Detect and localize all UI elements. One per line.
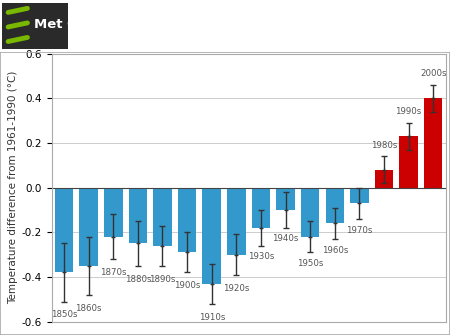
Bar (178, 188, 196, 252)
Bar (375, 170, 393, 188)
Text: Global average temperature 1850-2009: Global average temperature 1850-2009 (135, 9, 371, 22)
Bar (399, 136, 418, 188)
Bar (301, 188, 320, 237)
Text: 1950s: 1950s (297, 259, 324, 268)
Bar (153, 188, 172, 246)
Bar (202, 188, 221, 284)
Bar (350, 188, 369, 203)
Text: 1960s: 1960s (322, 246, 348, 255)
Text: 1990s: 1990s (396, 107, 422, 116)
Text: 2000s: 2000s (420, 69, 446, 78)
Bar (55, 188, 73, 272)
Y-axis label: Temperature difference from 1961-1990 (°C): Temperature difference from 1961-1990 (°… (8, 71, 18, 304)
Bar (424, 98, 442, 188)
Text: 1850s: 1850s (51, 311, 77, 320)
Bar (227, 188, 246, 255)
Text: 1890s: 1890s (149, 275, 176, 284)
Bar (252, 188, 270, 228)
Text: 1880s: 1880s (125, 275, 151, 284)
Text: 1940s: 1940s (272, 234, 299, 244)
Bar (325, 188, 344, 223)
FancyBboxPatch shape (2, 3, 68, 49)
Bar (104, 188, 122, 237)
Text: 1980s: 1980s (371, 141, 397, 150)
Text: Met Office: Met Office (34, 18, 112, 31)
Text: 2000s warmest decade: 2000s warmest decade (135, 31, 273, 44)
Text: 1970s: 1970s (346, 225, 373, 234)
Text: 1920s: 1920s (223, 284, 249, 293)
Text: 1860s: 1860s (76, 304, 102, 313)
Text: 1930s: 1930s (248, 252, 274, 261)
Text: 1910s: 1910s (198, 313, 225, 322)
Bar (276, 188, 295, 210)
Bar (80, 188, 98, 266)
Text: 1870s: 1870s (100, 268, 126, 277)
Bar (129, 188, 147, 244)
Text: 1900s: 1900s (174, 281, 200, 290)
